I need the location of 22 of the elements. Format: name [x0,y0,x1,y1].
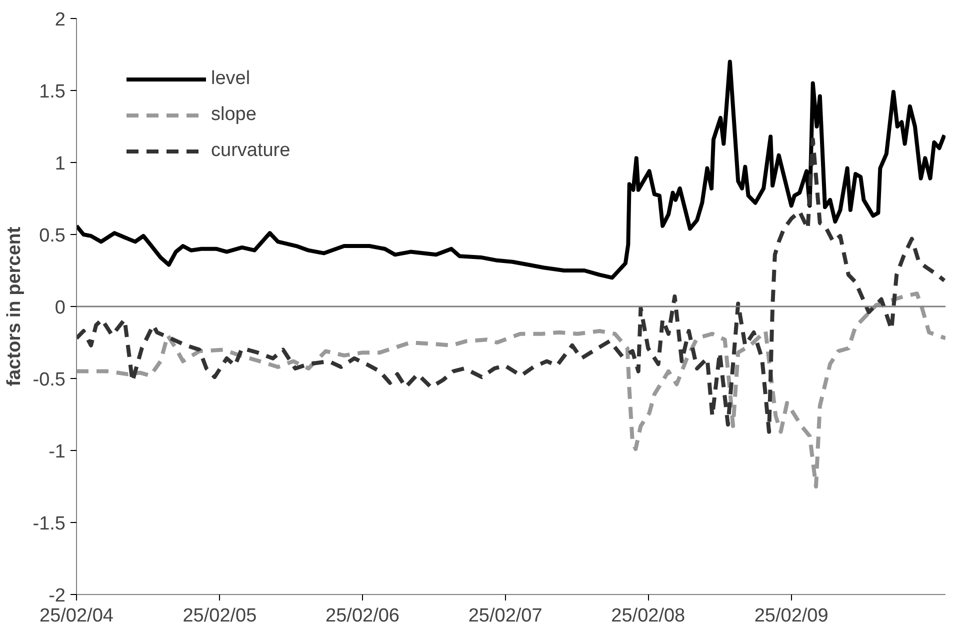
legend-label: slope [211,104,256,126]
y-tick-label: 0.5 [39,226,66,246]
y-tick-label: -1 [48,442,66,462]
y-axis-title: factors in percent [4,226,25,386]
y-tick-label: -2 [48,586,66,606]
y-tick-label: 2 [54,10,66,30]
x-tick-label: 25/02/05 [182,606,257,626]
y-tick-label: 0 [54,298,66,318]
y-tick-label: -1.5 [32,514,66,534]
legend-label: level [211,68,250,90]
line-series [76,292,946,488]
y-tick-label: 1.5 [39,82,66,102]
line-series [76,60,946,280]
line-series [76,137,946,434]
x-tick-label: 25/02/07 [468,606,542,626]
x-tick-label: 25/02/08 [611,606,686,626]
x-tick-label: 25/02/09 [754,606,828,626]
y-tick-label: 1 [54,154,66,174]
x-tick-label: 25/02/04 [40,606,114,626]
y-tick-label: -0.5 [32,370,66,390]
x-tick-label: 25/02/06 [326,606,400,626]
legend-label: curvature [211,140,290,162]
